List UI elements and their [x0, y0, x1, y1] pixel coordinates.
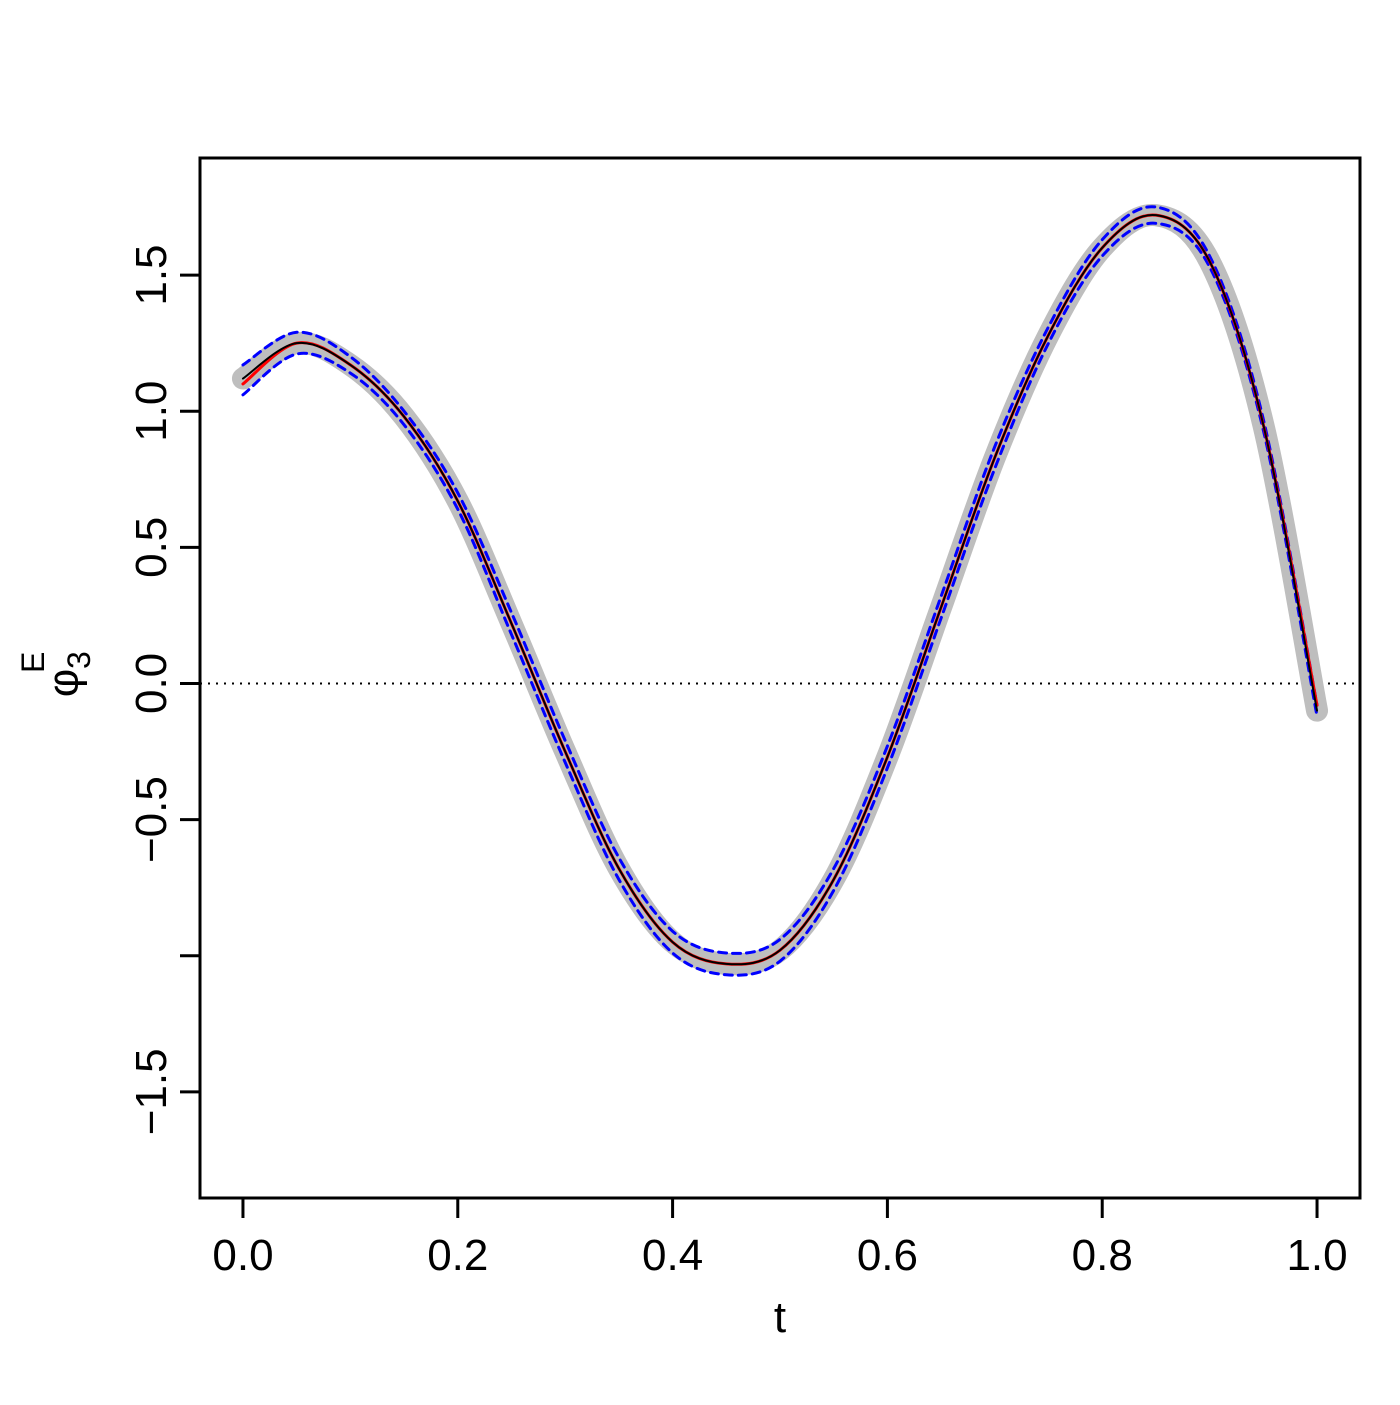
- y-tick-label: 0.5: [127, 517, 176, 578]
- y-axis-label: φ 3 E: [15, 651, 97, 697]
- y-tick-label: 0.0: [127, 653, 176, 714]
- series-line: [241, 205, 1319, 955]
- y-tick-label: 1.0: [127, 381, 176, 442]
- series-line: [231, 204, 1329, 976]
- y-label-sub: 3: [61, 651, 97, 669]
- y-tick-label: −1.5: [127, 1048, 176, 1135]
- x-tick-label: 0.4: [642, 1231, 703, 1280]
- x-axis-label: t: [774, 1293, 786, 1342]
- series-line: [241, 221, 1319, 977]
- series-line: [241, 213, 1319, 966]
- series-line: [241, 214, 1319, 966]
- x-tick-label: 0.0: [212, 1231, 273, 1280]
- y-tick-label: 1.5: [127, 244, 176, 305]
- x-tick-label: 0.2: [427, 1231, 488, 1280]
- y-tick-label: −0.5: [127, 776, 176, 863]
- plot-frame: [198, 156, 1362, 1200]
- x-tick-label: 0.8: [1072, 1231, 1133, 1280]
- y-label-symbol: φ: [39, 669, 88, 698]
- x-tick-label: 1.0: [1286, 1231, 1347, 1280]
- y-label-sup: E: [15, 652, 51, 673]
- x-tick-label: 0.6: [857, 1231, 918, 1280]
